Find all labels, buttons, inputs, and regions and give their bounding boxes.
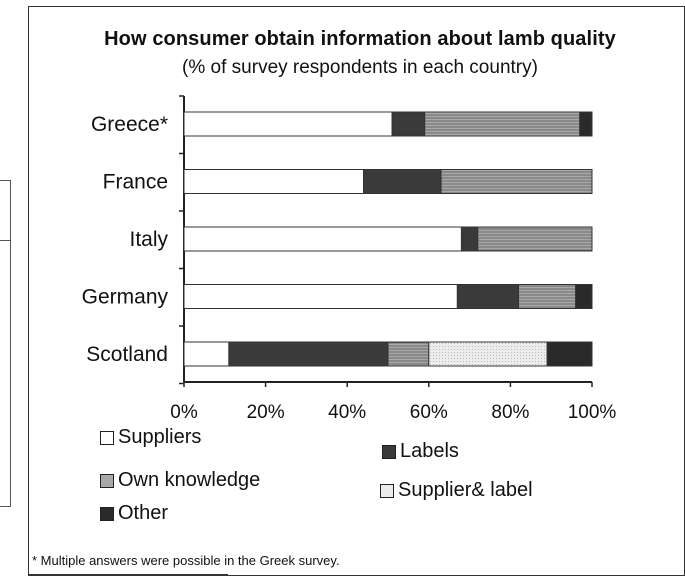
bar-labels bbox=[460, 226, 479, 252]
bar-labels bbox=[456, 284, 520, 309]
bar-suppliers bbox=[183, 284, 458, 309]
bar-labels bbox=[363, 169, 442, 194]
chart-title: How consumer obtain information about la… bbox=[104, 28, 616, 50]
legend-swatch-supplier-label bbox=[380, 483, 394, 498]
bar-other bbox=[579, 111, 593, 137]
x-tick-label: 40% bbox=[328, 402, 366, 423]
x-tick-label: 20% bbox=[247, 402, 285, 423]
legend-label-supplier-label: Supplier& label bbox=[398, 479, 533, 501]
legend-swatch-suppliers bbox=[100, 430, 114, 445]
legend-item-suppliers: Suppliers bbox=[100, 426, 201, 449]
x-tick-label: 0% bbox=[170, 402, 198, 423]
adjacent-panel-edge bbox=[0, 180, 11, 507]
bar-own-knowledge bbox=[518, 284, 577, 309]
legend-label-labels: Labels bbox=[400, 440, 459, 462]
x-tick-label: 80% bbox=[491, 402, 529, 423]
bar-other bbox=[575, 284, 593, 309]
y-tick-label: Greece* bbox=[91, 113, 168, 136]
bar-labels bbox=[228, 341, 389, 367]
bar-labels bbox=[391, 111, 426, 137]
bar-suppliers bbox=[183, 341, 230, 367]
footnote-divider bbox=[28, 574, 228, 575]
bar-supplier-label bbox=[428, 341, 548, 367]
y-tick-label: France bbox=[103, 171, 168, 194]
legend-label-other: Other bbox=[118, 502, 169, 524]
y-tick-label: Scotland bbox=[86, 343, 168, 366]
legend-swatch-labels bbox=[382, 444, 396, 459]
legend-label-suppliers: Suppliers bbox=[118, 426, 202, 448]
legend-swatch-other bbox=[100, 506, 114, 521]
bar-suppliers bbox=[183, 226, 462, 252]
legend-item-other: Other bbox=[100, 502, 168, 525]
legend-label-own-knowledge: Own knowledge bbox=[118, 469, 261, 491]
y-tick-label: Italy bbox=[129, 228, 168, 251]
adjacent-panel-divider bbox=[0, 180, 10, 241]
legend-item-supplier-label: Supplier& label bbox=[380, 479, 533, 502]
bar-suppliers bbox=[183, 111, 393, 137]
bar-suppliers bbox=[183, 169, 365, 194]
footnote: * Multiple answers were possible in the … bbox=[32, 553, 340, 568]
bar-other bbox=[546, 341, 593, 367]
legend-swatch-own-knowledge bbox=[100, 473, 114, 488]
x-tick-label: 60% bbox=[410, 402, 448, 423]
chart-subtitle: (% of survey respondents in each country… bbox=[182, 57, 538, 78]
bar-own-knowledge bbox=[387, 341, 430, 367]
x-tick-label: 100% bbox=[568, 402, 617, 423]
y-tick-label: Germany bbox=[82, 286, 169, 309]
bar-own-knowledge bbox=[424, 111, 581, 137]
bar-own-knowledge bbox=[440, 169, 593, 194]
legend-item-labels: Labels bbox=[382, 440, 459, 463]
legend-item-own-knowledge: Own knowledge bbox=[100, 469, 260, 492]
bar-own-knowledge bbox=[477, 226, 593, 252]
